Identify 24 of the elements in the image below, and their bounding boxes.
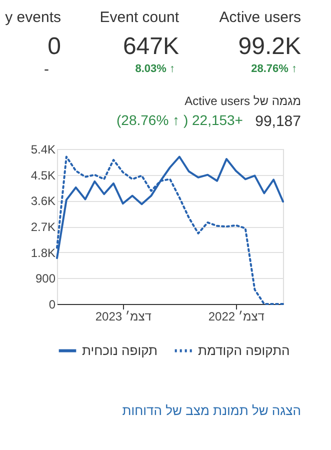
text: 28.76% ↑ (251, 63, 297, 75)
x-tick-label: דצמ׳ 2022 (208, 310, 265, 324)
y-tick-label: 4.5K (30, 168, 56, 182)
y-tick-label: 900 (35, 272, 56, 286)
chart-title: Active users מגמה של (184, 94, 301, 108)
text: 647K (122, 33, 179, 60)
text: הצגה של תמונת מצב של הדוחות (122, 403, 301, 418)
text: 99.2K (238, 33, 301, 60)
y-tick-label: 5.4K (30, 142, 56, 156)
text: (28.76% ↑ ) 22,153+ (116, 112, 243, 128)
legend-label: תקופה נוכחית (82, 342, 158, 358)
text: Event count (100, 9, 180, 26)
y-tick-label: 0 (48, 298, 56, 312)
y-tick-label: 2.7K (30, 220, 56, 234)
text: 99,187 (255, 113, 301, 130)
line-series (56, 156, 284, 305)
text: - (44, 61, 49, 78)
y-tick-label: 3.6K (30, 194, 56, 208)
text: y events (5, 9, 61, 26)
text: 8.03% ↑ (135, 63, 175, 75)
text: Active users (219, 9, 301, 26)
legend-label: התקופה הקודמת (198, 342, 290, 358)
y-tick-label: 1.8K (30, 246, 56, 260)
x-tick-label: דצמ׳ 2023 (95, 310, 152, 324)
